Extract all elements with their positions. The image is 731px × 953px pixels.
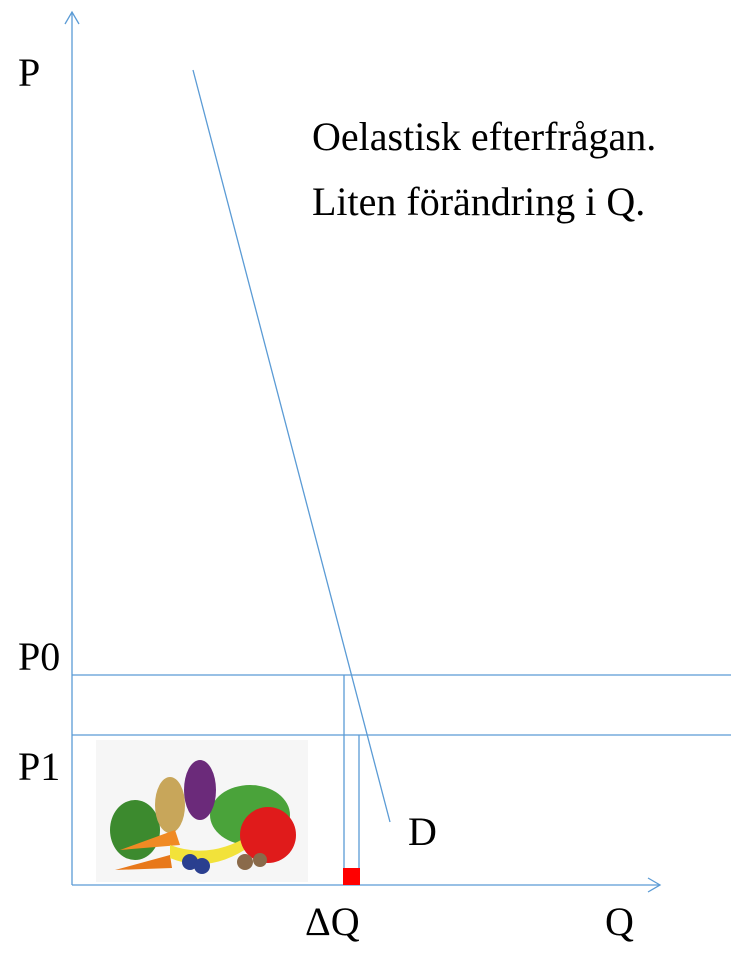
y-axis-label: P bbox=[18, 50, 40, 95]
delta-q-marker bbox=[343, 868, 360, 885]
vegetable-image bbox=[96, 740, 308, 882]
p1-label: P1 bbox=[18, 744, 60, 789]
curve-label: D bbox=[408, 809, 437, 854]
delta-q-label: ΔQ bbox=[305, 899, 360, 944]
diagram: P Q P0 P1 D ΔQ Oelastisk efterfrågan. Li… bbox=[0, 0, 731, 953]
x-axis-label: Q bbox=[605, 899, 634, 944]
annotation-line: Oelastisk efterfrågan. bbox=[312, 114, 656, 159]
p0-label: P0 bbox=[18, 634, 60, 679]
annotation-line: Liten förändring i Q. bbox=[312, 179, 645, 224]
